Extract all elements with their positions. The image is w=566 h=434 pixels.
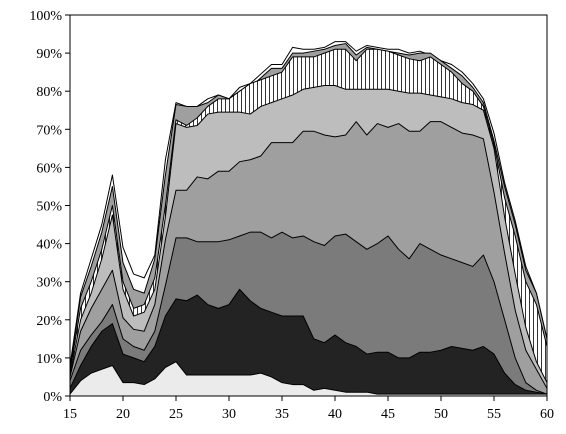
y-tick-label: 80% xyxy=(36,85,62,100)
x-axis-ticks: 15 20 25 30 35 40 45 50 55 60 xyxy=(63,396,554,422)
area-layer-2 xyxy=(69,288,548,397)
y-tick-label: 70% xyxy=(36,123,62,138)
y-tick-label: 90% xyxy=(36,47,62,62)
x-tick-label: 20 xyxy=(116,407,130,422)
x-tick-label: 40 xyxy=(328,407,342,422)
y-tick-label: 100% xyxy=(29,9,62,24)
y-tick-label: 40% xyxy=(36,238,62,253)
x-tick-label: 30 xyxy=(222,407,236,422)
y-tick-label: 60% xyxy=(36,161,62,176)
y-tick-label: 10% xyxy=(36,352,62,367)
y-tick-label: 30% xyxy=(36,276,62,291)
area-layer-1 xyxy=(69,361,548,397)
area-layers xyxy=(69,41,548,397)
y-tick-label: 0% xyxy=(43,390,62,405)
x-tick-label: 55 xyxy=(487,407,501,422)
x-tick-label: 15 xyxy=(63,407,77,422)
y-tick-label: 20% xyxy=(36,314,62,329)
y-axis-ticks: 0% 10% 20% 30% 40% 50% 60% 70% 80% 90% 100% xyxy=(29,9,70,405)
y-tick-label: 50% xyxy=(36,200,62,215)
x-tick-label: 35 xyxy=(275,407,289,422)
x-tick-label: 45 xyxy=(381,407,395,422)
x-tick-label: 50 xyxy=(434,407,448,422)
x-tick-label: 60 xyxy=(540,407,554,422)
x-tick-label: 25 xyxy=(169,407,183,422)
